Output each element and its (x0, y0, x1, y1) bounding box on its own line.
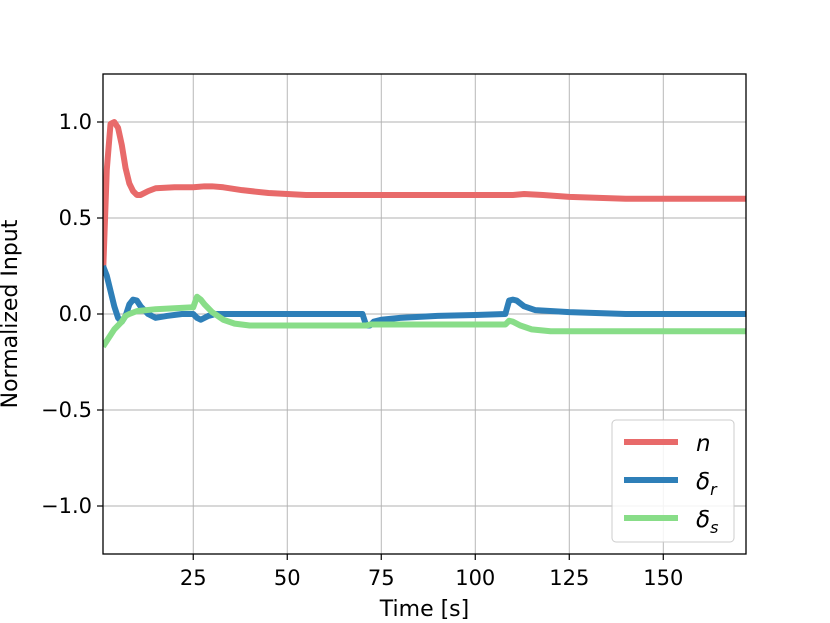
series-line-delta-s (103, 293, 746, 349)
series-group (103, 119, 746, 349)
y-tick-label: −0.5 (41, 398, 92, 422)
legend-label-n: n (696, 431, 711, 457)
ticks-group: 25 50 75 100 125 150 −1.0 −0.5 0.0 0.5 1.0 (41, 110, 683, 590)
x-tick-label: 25 (180, 566, 207, 590)
x-tick-label: 50 (274, 566, 301, 590)
x-axis-label: Time [s] (379, 597, 469, 622)
series-line-n (103, 119, 746, 276)
y-tick-label: 1.0 (59, 110, 92, 134)
x-tick-label: 100 (455, 566, 495, 590)
y-tick-label: 0.0 (59, 302, 92, 326)
series-clip-group (103, 119, 746, 349)
y-tick-label: −1.0 (41, 494, 92, 518)
y-axis-label: Normalized Input (0, 219, 23, 408)
x-tick-label: 150 (643, 566, 683, 590)
x-tick-label: 125 (549, 566, 589, 590)
y-tick-label: 0.5 (59, 206, 92, 230)
x-tick-label: 75 (368, 566, 395, 590)
